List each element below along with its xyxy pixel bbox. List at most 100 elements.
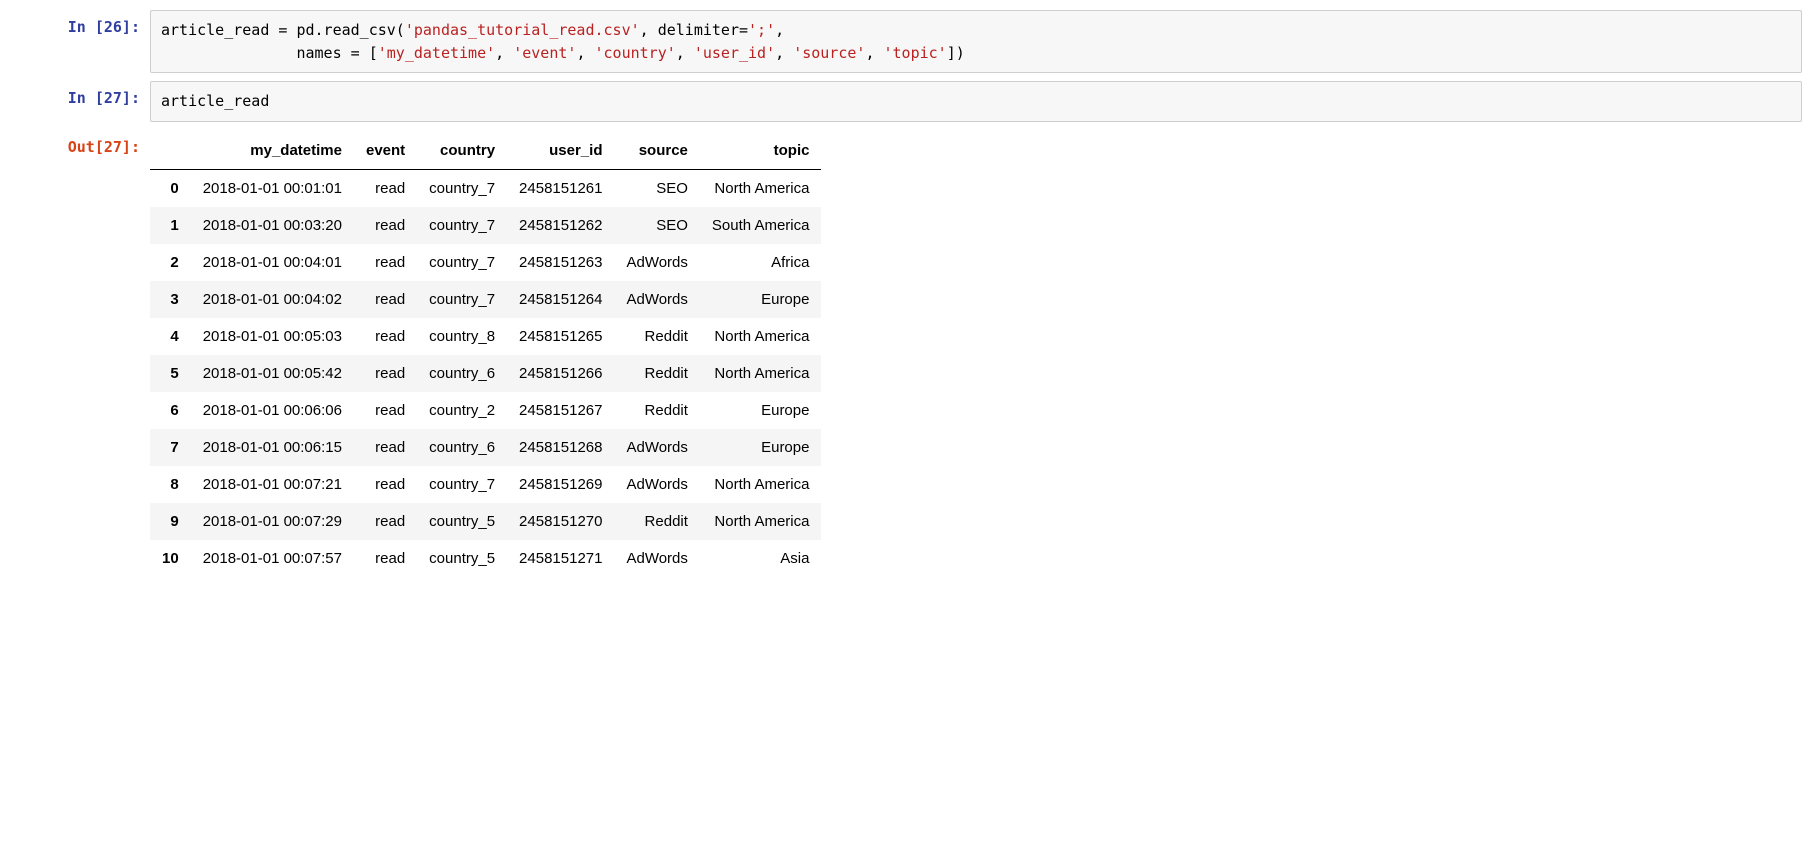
- table-row: 72018-01-01 00:06:15readcountry_62458151…: [150, 429, 821, 466]
- cell: 2458151269: [507, 466, 614, 503]
- table-row: 32018-01-01 00:04:02readcountry_72458151…: [150, 281, 821, 318]
- row-index: 2: [150, 244, 191, 281]
- cell: country_6: [417, 429, 507, 466]
- cell: 2018-01-01 00:03:20: [191, 207, 354, 244]
- cell: SEO: [614, 169, 699, 207]
- cell: read: [354, 429, 417, 466]
- row-index: 1: [150, 207, 191, 244]
- cell: Reddit: [614, 392, 699, 429]
- dataframe-col-5: topic: [700, 132, 822, 170]
- table-row: 62018-01-01 00:06:06readcountry_22458151…: [150, 392, 821, 429]
- cell: South America: [700, 207, 822, 244]
- cell: read: [354, 355, 417, 392]
- cell: country_7: [417, 281, 507, 318]
- code-26-l2-s1: 'my_datetime': [378, 44, 495, 62]
- row-index: 0: [150, 169, 191, 207]
- dataframe-col-3: user_id: [507, 132, 614, 170]
- dataframe-col-4: source: [614, 132, 699, 170]
- row-index: 4: [150, 318, 191, 355]
- dataframe-header-row: my_datetime event country user_id source…: [150, 132, 821, 170]
- cell: read: [354, 540, 417, 577]
- code-box-27[interactable]: article_read: [150, 81, 1802, 122]
- code-26-l2-s4: 'user_id': [694, 44, 775, 62]
- cell: 2018-01-01 00:07:57: [191, 540, 354, 577]
- cell: 2018-01-01 00:06:15: [191, 429, 354, 466]
- cell: read: [354, 466, 417, 503]
- code-27: article_read: [161, 92, 269, 110]
- cell: read: [354, 318, 417, 355]
- code-26-l1-pre: article_read = pd.read_csv(: [161, 21, 405, 39]
- cell: 2458151265: [507, 318, 614, 355]
- cell: 2018-01-01 00:05:42: [191, 355, 354, 392]
- cell: 2458151267: [507, 392, 614, 429]
- table-row: 22018-01-01 00:04:01readcountry_72458151…: [150, 244, 821, 281]
- cell-in-26: In [26]: article_read = pd.read_csv('pan…: [10, 10, 1802, 73]
- cell: Europe: [700, 281, 822, 318]
- cell: read: [354, 281, 417, 318]
- cell: North America: [700, 318, 822, 355]
- table-row: 12018-01-01 00:03:20readcountry_72458151…: [150, 207, 821, 244]
- cell: 2458151263: [507, 244, 614, 281]
- cell: Europe: [700, 429, 822, 466]
- table-row: 52018-01-01 00:05:42readcountry_62458151…: [150, 355, 821, 392]
- cell: read: [354, 169, 417, 207]
- row-index: 10: [150, 540, 191, 577]
- prompt-in-26: In [26]:: [10, 10, 150, 44]
- prompt-out-27: Out[27]:: [10, 130, 150, 164]
- row-index: 7: [150, 429, 191, 466]
- dataframe-index-header: [150, 132, 191, 170]
- cell: country_8: [417, 318, 507, 355]
- cell: AdWords: [614, 466, 699, 503]
- cell: 2018-01-01 00:06:06: [191, 392, 354, 429]
- cell: 2458151271: [507, 540, 614, 577]
- cell: SEO: [614, 207, 699, 244]
- row-index: 8: [150, 466, 191, 503]
- code-26-l2-s3: 'country': [595, 44, 676, 62]
- cell: read: [354, 503, 417, 540]
- code-26-l2-post: ]): [947, 44, 965, 62]
- cell: read: [354, 207, 417, 244]
- cell: country_7: [417, 169, 507, 207]
- cell: North America: [700, 355, 822, 392]
- table-row: 92018-01-01 00:07:29readcountry_52458151…: [150, 503, 821, 540]
- cell: 2458151261: [507, 169, 614, 207]
- code-26-l1-str1: 'pandas_tutorial_read.csv': [405, 21, 640, 39]
- table-row: 102018-01-01 00:07:57readcountry_5245815…: [150, 540, 821, 577]
- cell: 2458151262: [507, 207, 614, 244]
- code-box-26[interactable]: article_read = pd.read_csv('pandas_tutor…: [150, 10, 1802, 73]
- cell: 2458151266: [507, 355, 614, 392]
- cell: Reddit: [614, 355, 699, 392]
- code-26-l1-post: ,: [775, 21, 784, 39]
- table-row: 42018-01-01 00:05:03readcountry_82458151…: [150, 318, 821, 355]
- code-area-27[interactable]: article_read: [150, 81, 1802, 122]
- cell: Reddit: [614, 318, 699, 355]
- cell: 2018-01-01 00:04:02: [191, 281, 354, 318]
- cell-out-27: Out[27]: my_datetime event country user_…: [10, 130, 1802, 577]
- cell: Europe: [700, 392, 822, 429]
- dataframe-col-0: my_datetime: [191, 132, 354, 170]
- code-26-l1-str2: ';': [748, 21, 775, 39]
- row-index: 9: [150, 503, 191, 540]
- cell: 2018-01-01 00:07:21: [191, 466, 354, 503]
- dataframe-col-1: event: [354, 132, 417, 170]
- row-index: 5: [150, 355, 191, 392]
- cell: AdWords: [614, 429, 699, 466]
- cell: Asia: [700, 540, 822, 577]
- cell: North America: [700, 466, 822, 503]
- code-26-l2-indent: names = [: [161, 44, 378, 62]
- cell: North America: [700, 169, 822, 207]
- cell: North America: [700, 503, 822, 540]
- code-area-26[interactable]: article_read = pd.read_csv('pandas_tutor…: [150, 10, 1802, 73]
- cell: 2018-01-01 00:04:01: [191, 244, 354, 281]
- cell: country_5: [417, 540, 507, 577]
- cell: Africa: [700, 244, 822, 281]
- cell: AdWords: [614, 281, 699, 318]
- table-row: 02018-01-01 00:01:01readcountry_72458151…: [150, 169, 821, 207]
- code-26-l2-s6: 'topic': [884, 44, 947, 62]
- code-26-l2-s5: 'source': [793, 44, 865, 62]
- row-index: 6: [150, 392, 191, 429]
- cell: country_6: [417, 355, 507, 392]
- cell: country_5: [417, 503, 507, 540]
- cell: country_7: [417, 466, 507, 503]
- cell: AdWords: [614, 244, 699, 281]
